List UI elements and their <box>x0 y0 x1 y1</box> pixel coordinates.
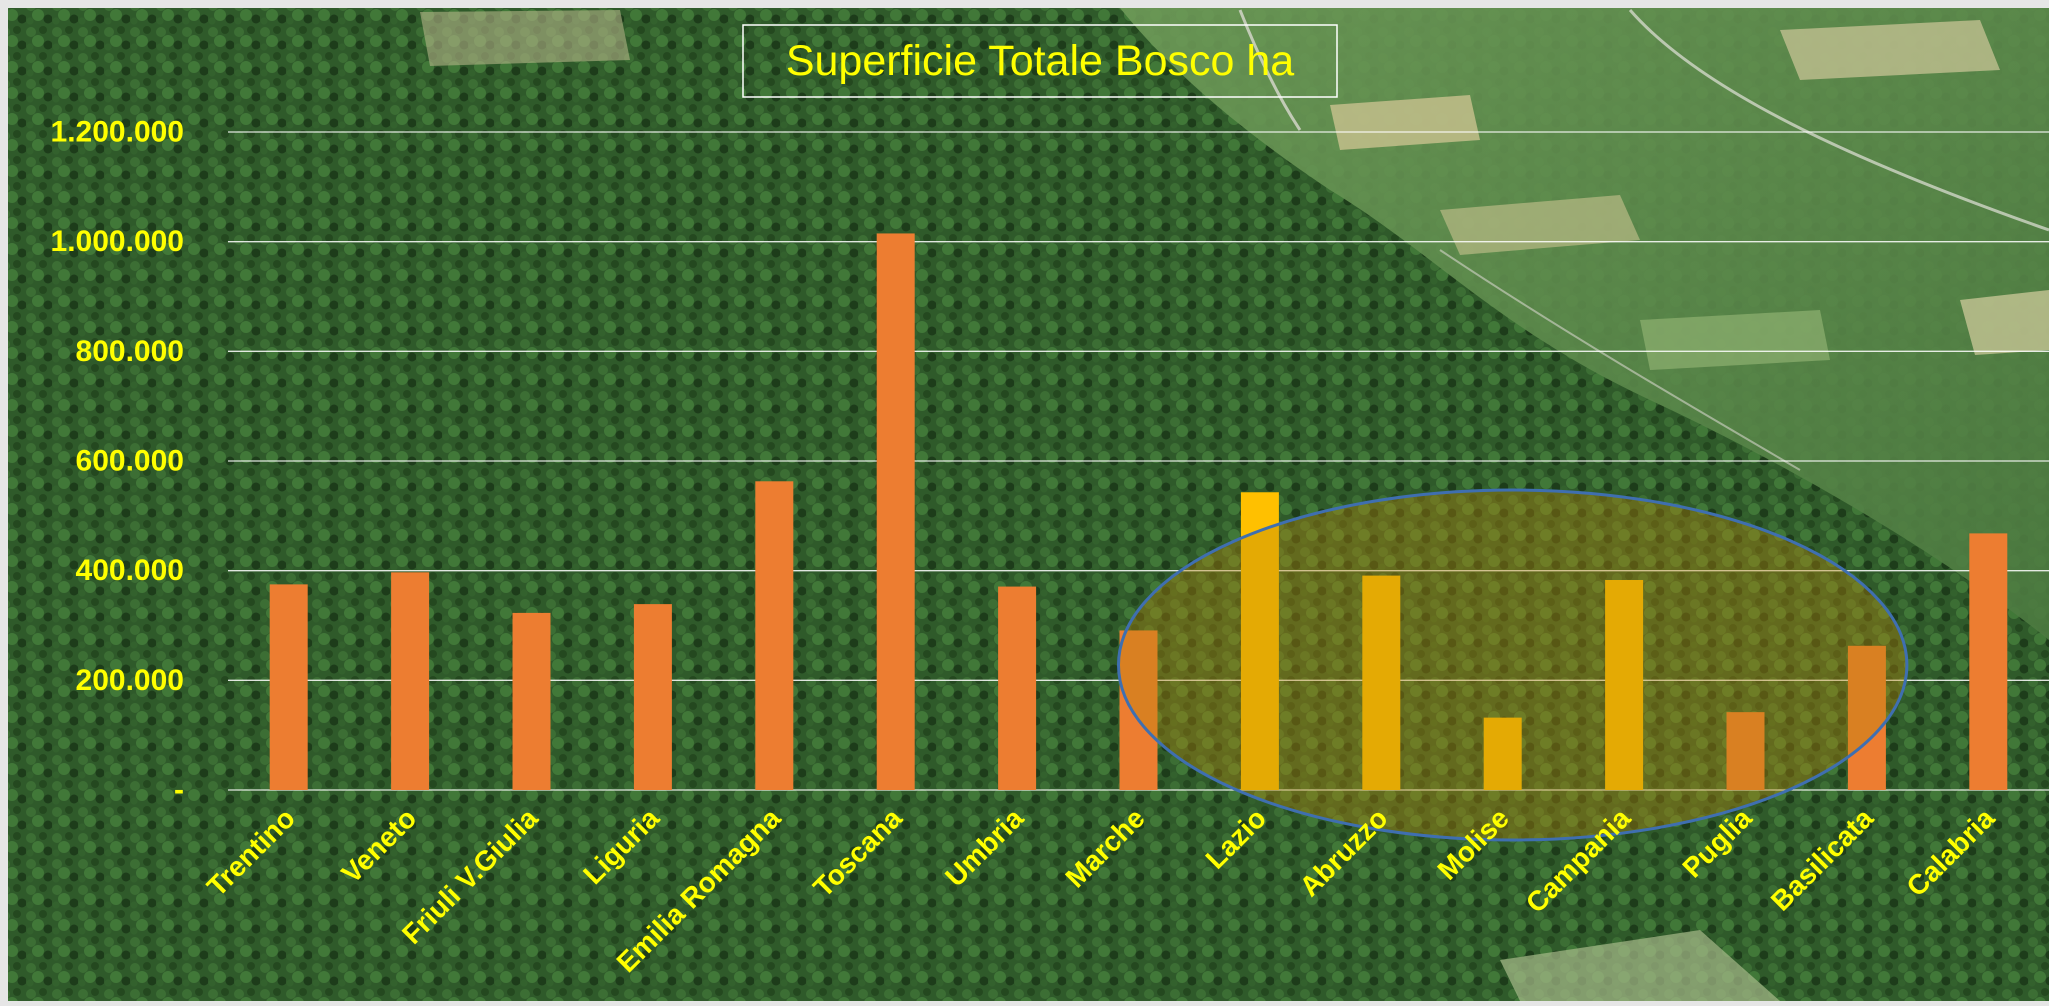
chart-title-text: Superficie Totale Bosco ha <box>786 37 1294 85</box>
bar-campania <box>1605 579 1644 790</box>
bars <box>269 233 2008 791</box>
bar-puglia <box>1726 712 1765 790</box>
bar-basilicata <box>1847 645 1886 790</box>
chart-title-box <box>742 24 1338 98</box>
y-tick-label: 1.000.000 <box>51 225 184 258</box>
background-aerial-image <box>8 8 2049 1001</box>
bar-veneto <box>391 572 430 790</box>
bar-abruzzo <box>1362 575 1401 790</box>
y-tick-label: - <box>174 774 184 807</box>
y-tick-label: 400.000 <box>76 554 184 587</box>
y-tick-label: 1.200.000 <box>51 116 184 149</box>
y-tick-label: 800.000 <box>76 335 184 368</box>
bar-friuli-v-giulia <box>512 612 551 790</box>
bar-lazio <box>1240 492 1279 790</box>
bar-umbria <box>998 586 1037 790</box>
bar-trentino <box>269 584 308 790</box>
bar-liguria <box>633 604 672 790</box>
y-tick-label: 200.000 <box>76 664 184 697</box>
bar-emilia-romagna <box>755 481 794 790</box>
bar-marche <box>1119 630 1158 790</box>
bar-calabria <box>1969 533 2008 790</box>
highlight-ellipse <box>1117 488 1909 842</box>
y-tick-label: 600.000 <box>76 445 184 478</box>
bar-toscana <box>876 233 915 791</box>
highlight-ellipse-layer <box>1117 488 1909 842</box>
chart-title: Superficie Totale Bosco ha <box>742 24 1338 98</box>
bar-molise <box>1483 717 1522 790</box>
y-axis: - 200.000 400.000 600.000 800.000 1.000.000 1.… <box>51 116 184 807</box>
